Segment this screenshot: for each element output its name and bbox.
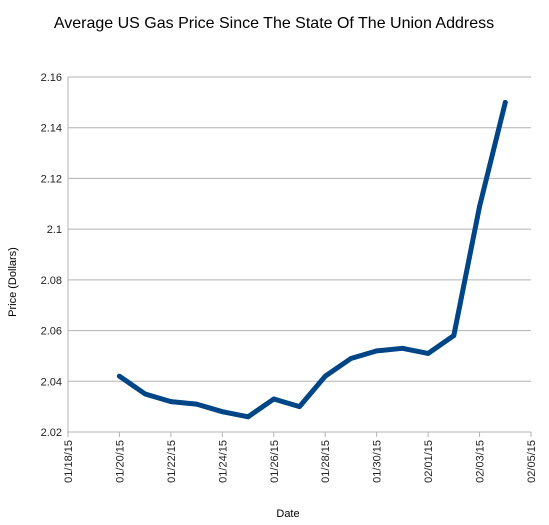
x-axis-tick-labels: 01/18/15 01/20/15 01/22/15 01/24/15 01/26/15… [63, 440, 538, 483]
chart-title: Average US Gas Price Since The State Of … [54, 15, 494, 32]
x-tick-label: 01/22/15 [166, 440, 178, 483]
series-layer [116, 99, 508, 420]
y-tick-label: 2.06 [41, 326, 62, 338]
data-point [348, 356, 354, 361]
gridlines [68, 76, 531, 382]
x-tick-label: 02/01/15 [423, 440, 435, 483]
y-axis-title: Price (Dollars) [7, 247, 19, 317]
data-point [374, 348, 380, 354]
x-tick-label: 01/30/15 [372, 440, 384, 483]
data-point [425, 350, 431, 356]
data-point [271, 396, 277, 402]
data-point [245, 414, 251, 420]
x-axis-title: Date [276, 508, 299, 520]
data-point [399, 345, 405, 351]
y-axis-tick-labels: 2.16 2.14 2.12 2.1 2.08 2.06 2.04 2.02 [41, 72, 62, 439]
y-tick-label: 2.1 [47, 224, 62, 236]
y-tick-label: 2.08 [41, 275, 62, 287]
y-tick-label: 2.16 [41, 72, 62, 84]
data-point [142, 391, 148, 397]
x-tick-label: 01/26/15 [269, 440, 281, 483]
y-tick-label: 2.14 [41, 123, 62, 135]
x-tick-label: 01/20/15 [114, 440, 126, 483]
x-tick-label: 02/05/15 [526, 440, 538, 483]
x-tick-label: 01/28/15 [320, 440, 332, 483]
data-point [168, 399, 174, 404]
data-point [322, 373, 328, 379]
series-line [116, 99, 508, 420]
data-point [477, 203, 482, 209]
y-tick-label: 2.02 [41, 427, 62, 439]
y-tick-label: 2.04 [41, 376, 62, 388]
axes [67, 77, 532, 437]
x-tick-label: 02/03/15 [475, 440, 487, 483]
data-point [297, 404, 302, 410]
y-tick-label: 2.12 [41, 173, 62, 185]
data-point [502, 99, 508, 105]
data-point [219, 409, 225, 415]
x-tick-label: 01/24/15 [217, 440, 229, 483]
data-point [451, 333, 457, 339]
x-tick-label: 01/18/15 [63, 440, 75, 483]
data-point [194, 401, 200, 407]
data-point [117, 373, 122, 379]
